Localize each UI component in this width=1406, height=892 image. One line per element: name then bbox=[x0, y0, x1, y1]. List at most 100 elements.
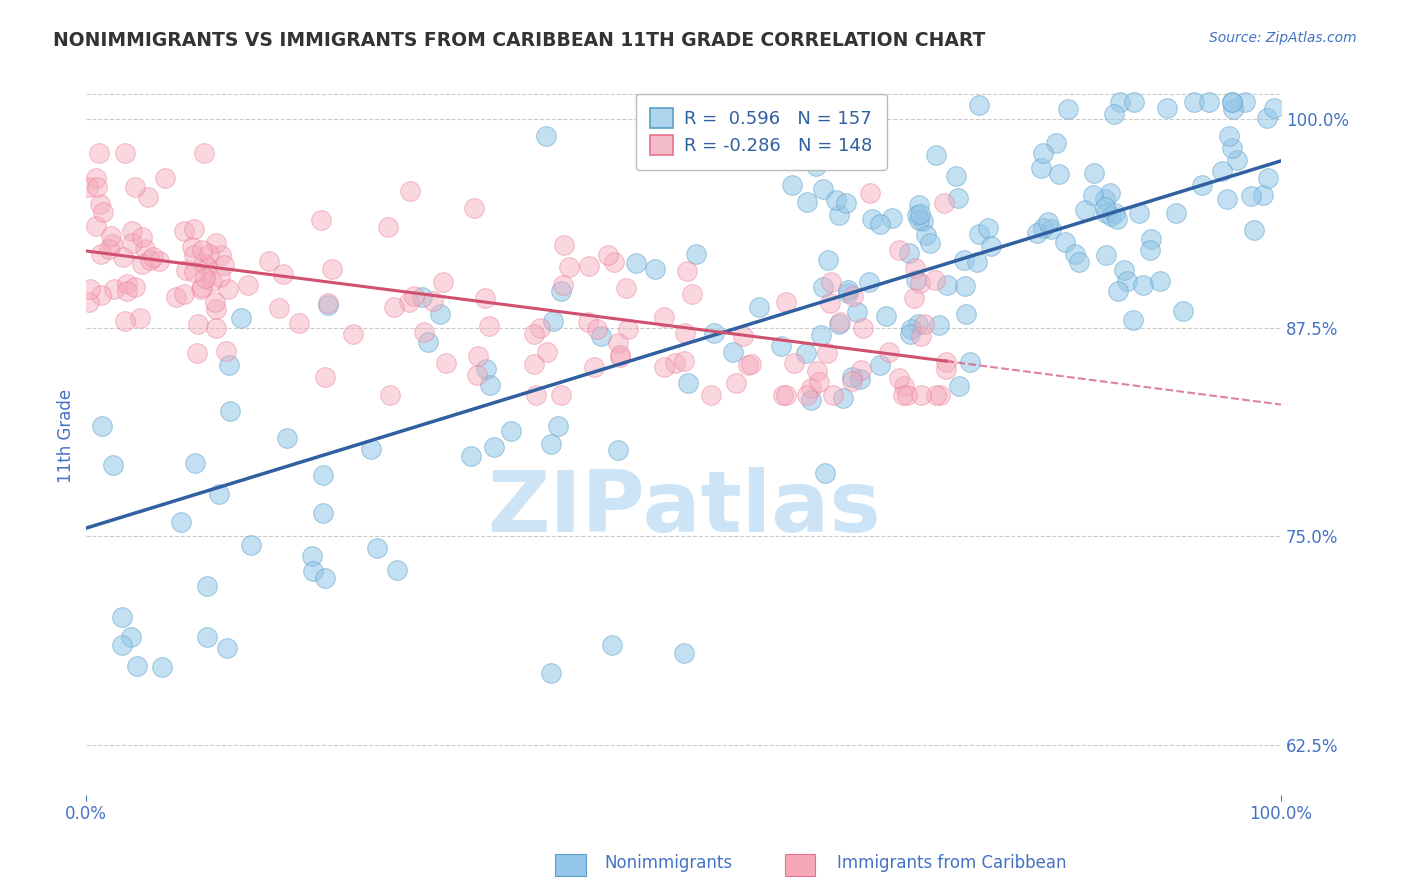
Point bbox=[1083, 166, 1105, 180]
Point bbox=[748, 300, 770, 314]
Point bbox=[187, 317, 209, 331]
Point bbox=[1032, 221, 1054, 235]
Point bbox=[898, 246, 921, 260]
Point bbox=[915, 227, 938, 242]
Point bbox=[851, 363, 873, 377]
Point bbox=[582, 360, 605, 375]
Point bbox=[699, 387, 721, 401]
Point bbox=[547, 419, 569, 434]
Point bbox=[1047, 167, 1070, 181]
Point bbox=[541, 314, 564, 328]
Point bbox=[240, 538, 263, 552]
Point bbox=[197, 260, 219, 274]
Point bbox=[907, 212, 929, 227]
Point bbox=[887, 371, 910, 385]
Point bbox=[551, 278, 574, 293]
Point bbox=[98, 242, 121, 256]
Point bbox=[724, 376, 747, 390]
Text: Source: ZipAtlas.com: Source: ZipAtlas.com bbox=[1209, 31, 1357, 45]
Point bbox=[173, 223, 195, 237]
Point bbox=[828, 208, 851, 222]
Point bbox=[1094, 200, 1116, 214]
Point bbox=[183, 247, 205, 261]
Point bbox=[479, 377, 502, 392]
Point bbox=[614, 281, 637, 295]
Point bbox=[128, 311, 150, 326]
Point bbox=[1132, 278, 1154, 293]
Point bbox=[121, 236, 143, 251]
Point bbox=[422, 294, 444, 309]
Point bbox=[770, 339, 793, 353]
Point bbox=[841, 374, 863, 388]
Point bbox=[903, 291, 925, 305]
Point bbox=[198, 247, 221, 261]
Point bbox=[1139, 243, 1161, 257]
Point bbox=[849, 372, 872, 386]
Point bbox=[891, 387, 914, 401]
Point bbox=[1109, 95, 1132, 110]
Point bbox=[578, 259, 600, 273]
Point bbox=[311, 213, 333, 227]
Point bbox=[703, 326, 725, 340]
Point bbox=[796, 194, 818, 209]
Point bbox=[685, 247, 707, 261]
Point bbox=[288, 316, 311, 330]
Point bbox=[482, 440, 505, 454]
Point bbox=[953, 279, 976, 293]
Point bbox=[100, 228, 122, 243]
Point bbox=[271, 268, 294, 282]
Point bbox=[808, 375, 831, 389]
Point bbox=[900, 322, 922, 336]
Point bbox=[1040, 222, 1063, 236]
Point bbox=[259, 253, 281, 268]
Point bbox=[576, 315, 599, 329]
Point bbox=[124, 179, 146, 194]
Text: Immigrants from Caribbean: Immigrants from Caribbean bbox=[837, 855, 1066, 872]
Point bbox=[935, 278, 957, 293]
Point bbox=[1094, 247, 1116, 261]
Point bbox=[1074, 202, 1097, 217]
Point bbox=[1218, 128, 1240, 143]
Point bbox=[201, 274, 224, 288]
Point bbox=[91, 205, 114, 219]
Point bbox=[434, 356, 457, 370]
Point bbox=[918, 236, 941, 251]
Point bbox=[231, 311, 253, 326]
Point bbox=[932, 195, 955, 210]
Point bbox=[1191, 178, 1213, 192]
Point bbox=[204, 295, 226, 310]
Point bbox=[721, 344, 744, 359]
Point bbox=[1256, 111, 1278, 125]
Point bbox=[321, 262, 343, 277]
Point bbox=[416, 335, 439, 350]
Point bbox=[174, 263, 197, 277]
Point bbox=[186, 345, 208, 359]
Point bbox=[912, 214, 935, 228]
Y-axis label: 11th Grade: 11th Grade bbox=[58, 389, 75, 483]
Point bbox=[1156, 101, 1178, 115]
Point bbox=[402, 289, 425, 303]
Point bbox=[114, 314, 136, 328]
Point bbox=[672, 354, 695, 368]
Point bbox=[859, 186, 882, 201]
Point bbox=[217, 282, 239, 296]
Point bbox=[882, 211, 904, 225]
Point bbox=[1122, 95, 1144, 110]
Point bbox=[586, 322, 609, 336]
Point bbox=[953, 253, 976, 268]
Point bbox=[314, 370, 336, 384]
Point bbox=[318, 298, 340, 312]
Point bbox=[366, 541, 388, 555]
Point bbox=[945, 169, 967, 184]
Point bbox=[212, 258, 235, 272]
Point bbox=[946, 191, 969, 205]
Point bbox=[204, 302, 226, 317]
Point bbox=[928, 318, 950, 332]
Point bbox=[1029, 161, 1052, 176]
Point bbox=[90, 288, 112, 302]
Point bbox=[775, 387, 797, 401]
Point bbox=[460, 449, 482, 463]
Point bbox=[150, 660, 173, 674]
Point bbox=[924, 272, 946, 286]
Point bbox=[1226, 153, 1249, 167]
